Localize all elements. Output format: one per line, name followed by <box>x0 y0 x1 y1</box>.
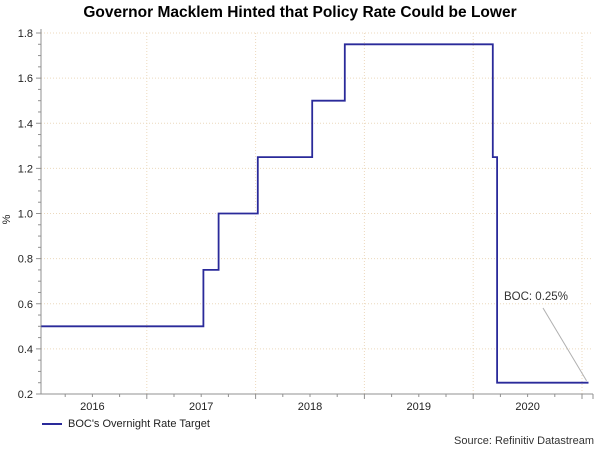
chart-title: Governor Macklem Hinted that Policy Rate… <box>83 4 517 21</box>
y-tick-label: 1.0 <box>18 209 33 221</box>
y-tick-label: 0.2 <box>18 389 33 401</box>
source-credit: Source: Refinitiv Datastream <box>454 435 594 447</box>
y-tick-label: 0.8 <box>18 254 33 266</box>
y-tick-label: 0.6 <box>18 299 33 311</box>
annotation-callout-line <box>542 307 587 381</box>
legend: BOC's Overnight Rate Target <box>42 418 210 430</box>
x-tick-label: 2019 <box>407 401 431 413</box>
y-tick-label: 1.6 <box>18 73 33 85</box>
y-tick-label: 0.4 <box>18 344 33 356</box>
series-boc-overnight-rate <box>41 43 589 384</box>
y-tick-label: 1.2 <box>18 163 33 175</box>
y-axis-title: % <box>1 214 13 224</box>
x-tick-label: 2016 <box>80 401 104 413</box>
y-tick-label: 1.8 <box>18 28 33 40</box>
x-tick-label: 2018 <box>298 401 322 413</box>
x-tick-label: 2020 <box>515 401 539 413</box>
annotation-boc-rate: BOC: 0.25% <box>504 291 568 303</box>
legend-line-swatch <box>42 423 62 425</box>
y-tick-label: 1.4 <box>18 118 33 130</box>
legend-label: BOC's Overnight Rate Target <box>68 418 210 430</box>
x-tick-label: 2017 <box>189 401 213 413</box>
